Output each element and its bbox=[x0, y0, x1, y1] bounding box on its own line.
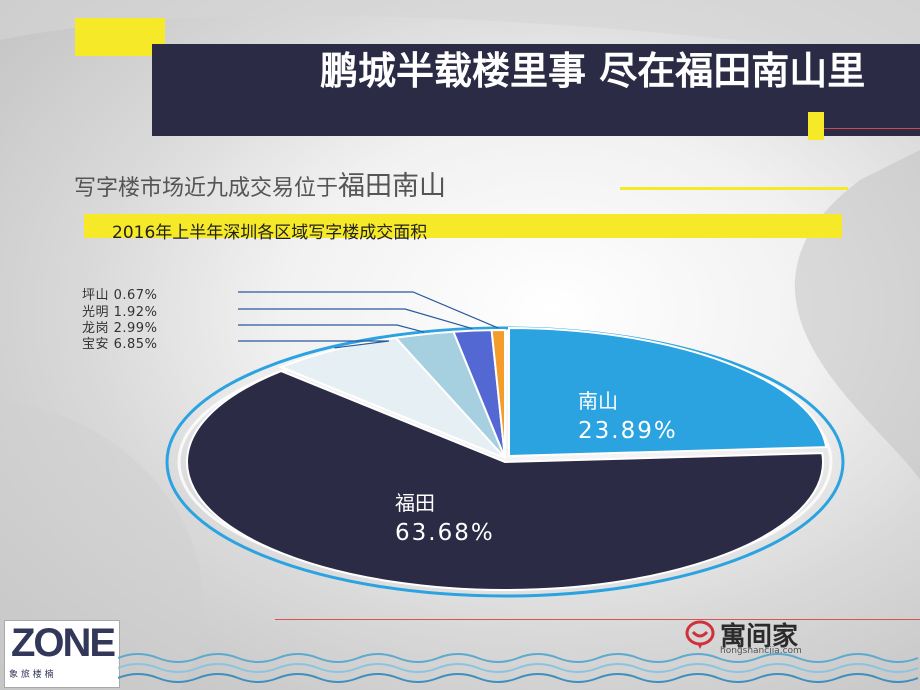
slice-label-value-futian: 63.68% bbox=[395, 520, 495, 546]
title-red-line bbox=[824, 128, 920, 129]
minor-slice-label-guangming: 光明 1.92% bbox=[82, 305, 158, 320]
subtitle-underline bbox=[620, 187, 848, 190]
brand-pin-icon bbox=[685, 620, 715, 649]
slide-title: 鹏城半载楼里事 尽在福田南山里 bbox=[320, 49, 866, 93]
logo-text: ZONE bbox=[11, 621, 116, 665]
footer-red-line bbox=[275, 619, 920, 620]
subtitle-big: 福田南山 bbox=[338, 171, 447, 202]
brand-logo: 寓间家 hongshancjia.com bbox=[684, 620, 864, 656]
minor-slice-label-longgang: 龙岗 2.99% bbox=[82, 321, 158, 336]
title-bar bbox=[152, 44, 920, 136]
leader-line-guangming bbox=[238, 308, 473, 330]
pie-outer-ring bbox=[165, 326, 845, 598]
leader-line-longgang bbox=[238, 324, 425, 333]
pie-slice-pingshan bbox=[490, 328, 506, 459]
pie-slice-baoan bbox=[278, 336, 506, 459]
footer-waves bbox=[118, 653, 919, 683]
chart-title: 2016年上半年深圳各区域写字楼成交面积 bbox=[112, 223, 428, 243]
chart-title-bar bbox=[84, 214, 842, 238]
slide-subtitle: 写字楼市场近九成交易位于福田南山 bbox=[74, 164, 446, 203]
logo-subtext: 象 旅 楼 楠 bbox=[9, 670, 54, 680]
pie-slice-futian bbox=[186, 370, 824, 591]
pie-slice-nanshan bbox=[508, 326, 828, 458]
title-accent-small bbox=[808, 112, 824, 140]
subtitle-small: 写字楼市场近九成交易位于 bbox=[74, 176, 339, 201]
leader-line-baoan bbox=[238, 340, 390, 349]
slice-label-name-futian: 福田 bbox=[395, 491, 435, 515]
title-accent-block bbox=[75, 18, 165, 56]
zone-logo: ZONE 象 旅 楼 楠 bbox=[4, 620, 120, 688]
minor-slice-label-pingshan: 坪山 0.67% bbox=[82, 288, 158, 303]
brand-text: 寓间家 bbox=[720, 622, 799, 652]
slice-label-name-nanshan: 南山 bbox=[578, 389, 618, 413]
minor-slice-label-baoan: 宝安 6.85% bbox=[82, 337, 158, 352]
brand-subtext: hongshancjia.com bbox=[720, 646, 802, 656]
slice-label-value-nanshan: 23.89% bbox=[578, 418, 678, 444]
leader-line-pingshan bbox=[238, 291, 499, 329]
